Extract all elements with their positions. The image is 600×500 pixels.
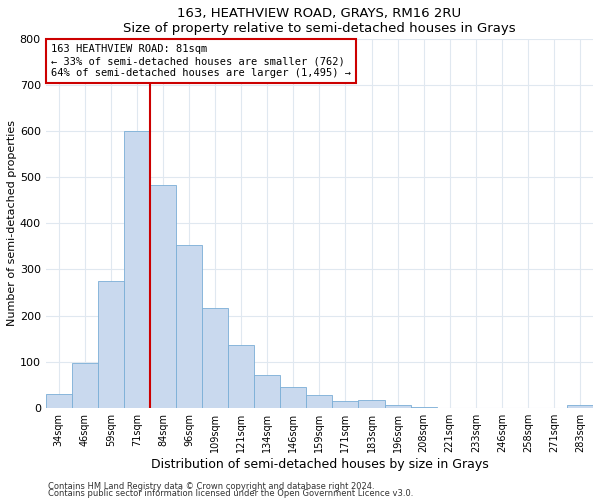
Bar xyxy=(150,185,176,408)
Bar xyxy=(385,406,410,408)
Bar xyxy=(72,363,98,408)
Bar xyxy=(254,376,280,408)
Bar xyxy=(567,406,593,408)
Bar xyxy=(98,281,124,408)
Text: 163 HEATHVIEW ROAD: 81sqm
← 33% of semi-detached houses are smaller (762)
64% of: 163 HEATHVIEW ROAD: 81sqm ← 33% of semi-… xyxy=(51,44,351,78)
Bar xyxy=(176,245,202,408)
Bar xyxy=(202,308,228,408)
Title: 163, HEATHVIEW ROAD, GRAYS, RM16 2RU
Size of property relative to semi-detached : 163, HEATHVIEW ROAD, GRAYS, RM16 2RU Siz… xyxy=(123,7,515,35)
Bar xyxy=(307,395,332,408)
Text: Contains public sector information licensed under the Open Government Licence v3: Contains public sector information licen… xyxy=(48,490,413,498)
Bar xyxy=(332,401,358,408)
Bar xyxy=(228,344,254,408)
Bar xyxy=(124,131,150,408)
X-axis label: Distribution of semi-detached houses by size in Grays: Distribution of semi-detached houses by … xyxy=(151,458,488,470)
Bar xyxy=(280,386,307,408)
Bar xyxy=(46,394,72,408)
Text: Contains HM Land Registry data © Crown copyright and database right 2024.: Contains HM Land Registry data © Crown c… xyxy=(48,482,374,491)
Bar xyxy=(358,400,385,408)
Y-axis label: Number of semi-detached properties: Number of semi-detached properties xyxy=(7,120,17,326)
